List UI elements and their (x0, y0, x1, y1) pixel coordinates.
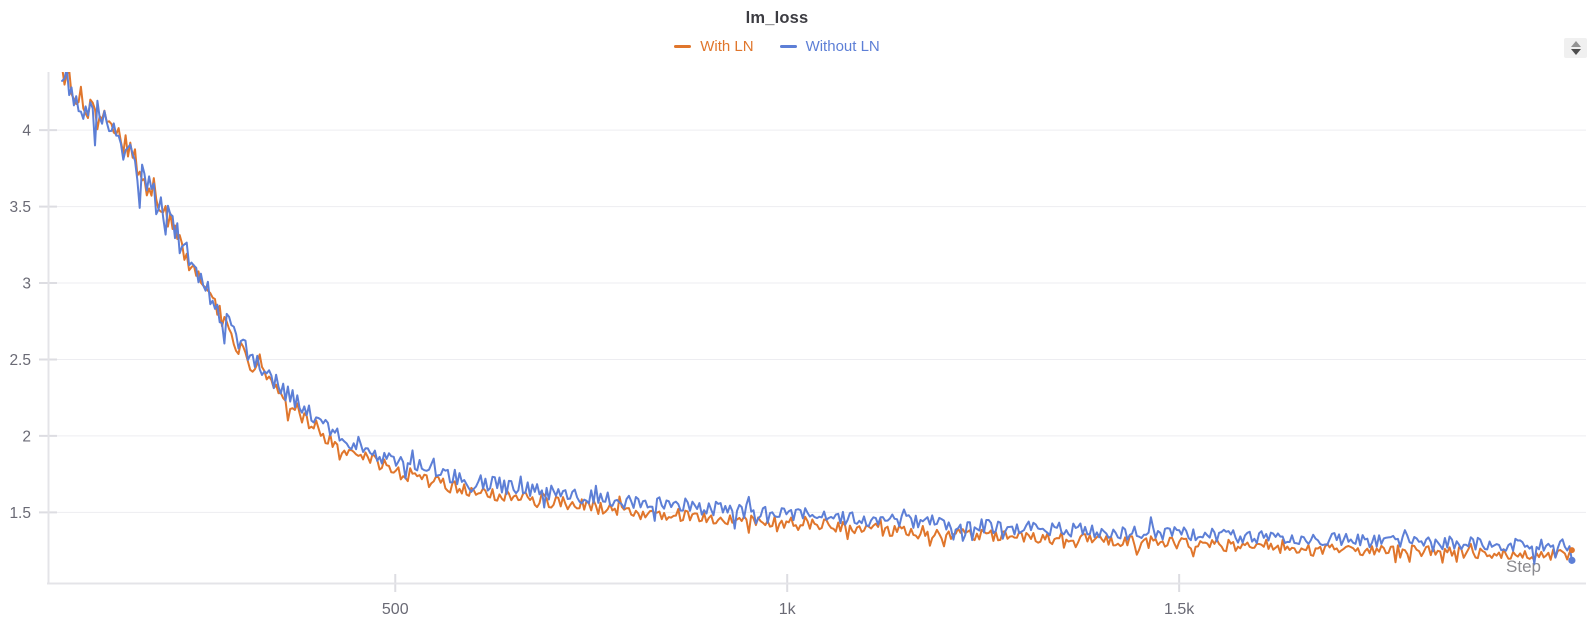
legend: With LN Without LN (0, 38, 1554, 55)
y-tick-label-2: 2 (22, 428, 31, 445)
series-end-dot-without-ln (1568, 556, 1576, 564)
caret-down-icon (1570, 49, 1581, 55)
chart-header: lm_loss With LN Without LN (0, 0, 1554, 55)
legend-item-without-ln[interactable]: Without LN (779, 38, 880, 55)
series-line-with-ln[interactable] (61, 67, 1573, 564)
x-axis-title: Step (1506, 557, 1541, 576)
x-tick-label-1.5k: 1.5k (1164, 601, 1195, 618)
caret-up-icon (1570, 41, 1581, 47)
legend-dash-with-ln-icon (674, 45, 692, 48)
legend-dash-without-ln-icon (779, 45, 797, 48)
y-tick-label-4: 4 (22, 123, 31, 140)
x-tick-label-1k: 1k (779, 601, 797, 618)
y-tick-label-1.5: 1.5 (9, 505, 31, 522)
series-line-without-ln[interactable] (61, 68, 1573, 565)
panel-resize-button[interactable] (1564, 38, 1587, 58)
plot-area[interactable] (48, 72, 1586, 584)
y-tick-label-3.5: 3.5 (9, 199, 31, 216)
legend-label-with-ln: With LN (700, 38, 754, 55)
legend-item-with-ln[interactable]: With LN (674, 38, 754, 55)
legend-label-without-ln: Without LN (805, 38, 880, 55)
x-tick-label-500: 500 (382, 601, 409, 618)
chart-title: lm_loss (745, 9, 809, 27)
series-end-dot-with-ln (1568, 547, 1575, 554)
y-tick-label-3: 3 (22, 276, 31, 293)
y-tick-label-2.5: 2.5 (9, 352, 31, 369)
